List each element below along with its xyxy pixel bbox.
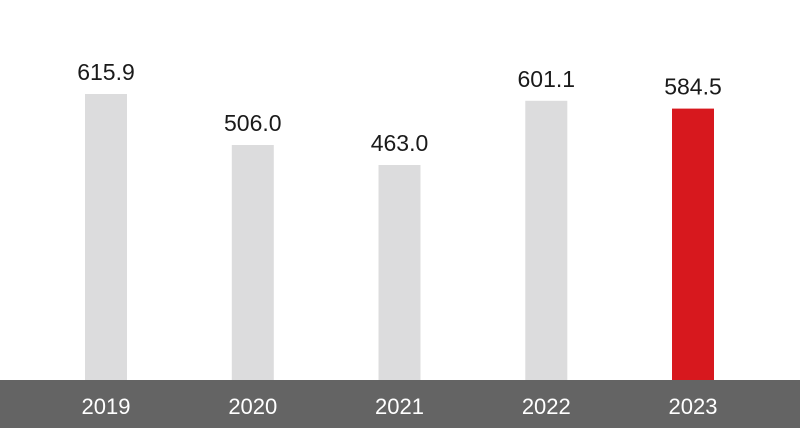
bar-value-label-2022: 601.1 [518, 66, 576, 92]
bar-2023 [672, 108, 714, 380]
x-tick-label-2019: 2019 [82, 394, 131, 419]
bar-2022 [525, 100, 568, 381]
x-tick-labels-layer: 2019 2020 2021 2022 2023 [82, 394, 718, 419]
x-tick-label-2020: 2020 [228, 394, 277, 419]
bar-value-label-2019: 615.9 [77, 59, 135, 85]
value-labels-layer: 615.9 506.0 463.0 601.1 584.5 [77, 59, 722, 156]
bar-value-label-2020: 506.0 [224, 110, 282, 136]
bar-value-label-2021: 463.0 [371, 130, 429, 156]
x-tick-label-2023: 2023 [669, 394, 718, 419]
x-axis-band [0, 380, 800, 428]
x-tick-label-2022: 2022 [522, 394, 571, 419]
bar-2020 [231, 145, 274, 380]
bars-layer [85, 94, 714, 381]
bar-value-label-2023: 584.5 [664, 74, 722, 100]
x-tick-label-2021: 2021 [375, 394, 424, 419]
bar-2021 [378, 165, 421, 380]
bar-2019 [85, 94, 127, 380]
